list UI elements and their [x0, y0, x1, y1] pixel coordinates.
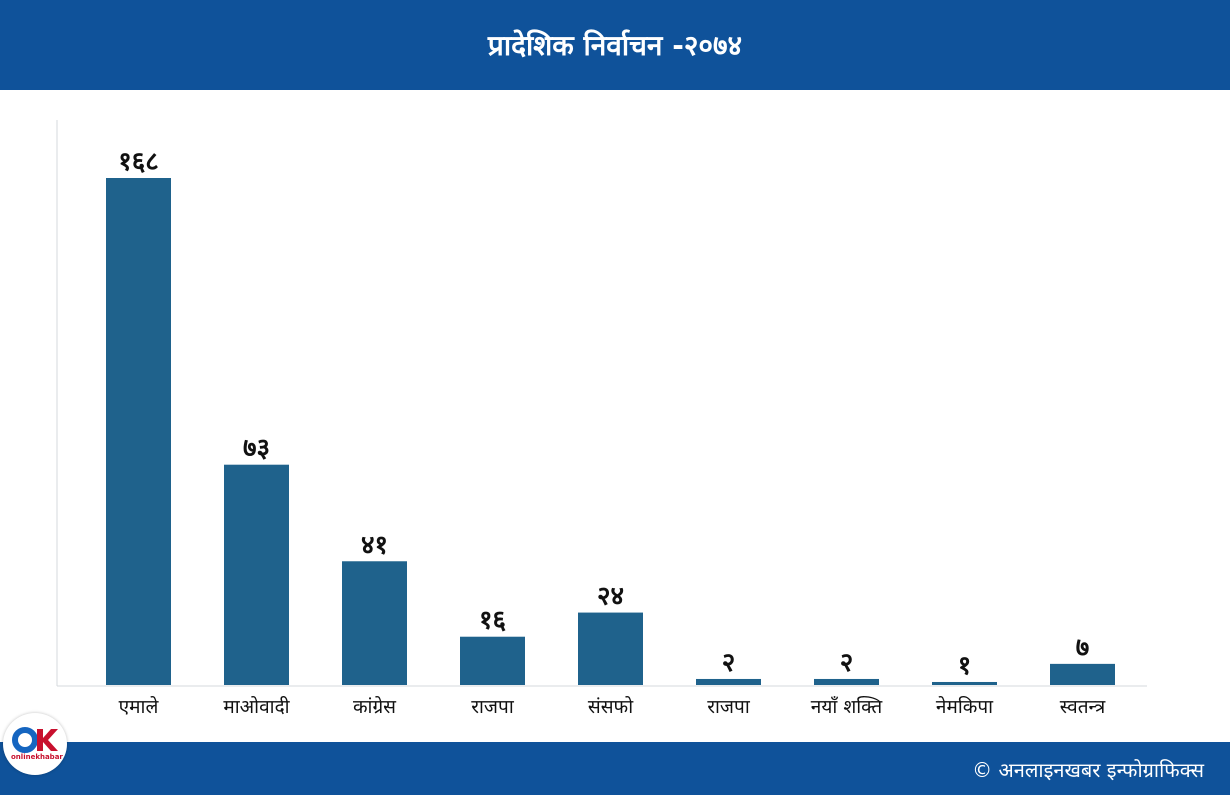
bar-4 — [578, 612, 643, 685]
category-label-1: माओवादी — [223, 695, 290, 718]
value-label-6: २ — [840, 648, 854, 678]
category-label-2: कांग्रेस — [353, 695, 397, 718]
category-label-0: एमाले — [119, 695, 160, 718]
onlinekhabar-logo: onlinekhabar — [3, 713, 67, 775]
bar-8 — [1050, 663, 1115, 685]
bar-0 — [106, 178, 171, 685]
value-label-7: १ — [958, 651, 972, 681]
bar-6 — [814, 678, 879, 685]
category-label-4: संसफो — [588, 695, 634, 718]
logo-wordmark: onlinekhabar — [11, 753, 63, 761]
bar-1 — [224, 464, 289, 685]
footer-bar: © अनलाइनखबर इन्फोग्राफिक्स — [0, 742, 1230, 795]
value-label-8: ७ — [1076, 633, 1090, 663]
bar-3 — [460, 636, 525, 685]
value-label-0: १६८ — [118, 147, 159, 177]
bar-2 — [342, 561, 407, 685]
chart-title: प्रादेशिक निर्वाचन -२०७४ — [487, 29, 743, 62]
value-label-3: १६ — [479, 606, 506, 636]
footer-credit: © अनलाइनखबर इन्फोग्राफिक्स — [972, 758, 1204, 782]
category-label-8: स्वतन्त्र — [1060, 696, 1106, 718]
category-label-7: नेमकिपा — [936, 695, 994, 718]
bar-5 — [696, 678, 761, 685]
value-label-2: ४१ — [361, 530, 388, 560]
value-label-1: ७३ — [243, 434, 270, 464]
value-label-4: २४ — [597, 582, 624, 612]
header-bar: प्रादेशिक निर्वाचन -२०७४ — [0, 0, 1230, 90]
value-label-5: २ — [722, 648, 736, 678]
category-label-6: नयाँ शक्ति — [811, 695, 884, 718]
category-label-3: राजपा — [471, 696, 515, 718]
bar-7 — [932, 681, 997, 685]
category-label-5: राजपा — [707, 696, 751, 718]
